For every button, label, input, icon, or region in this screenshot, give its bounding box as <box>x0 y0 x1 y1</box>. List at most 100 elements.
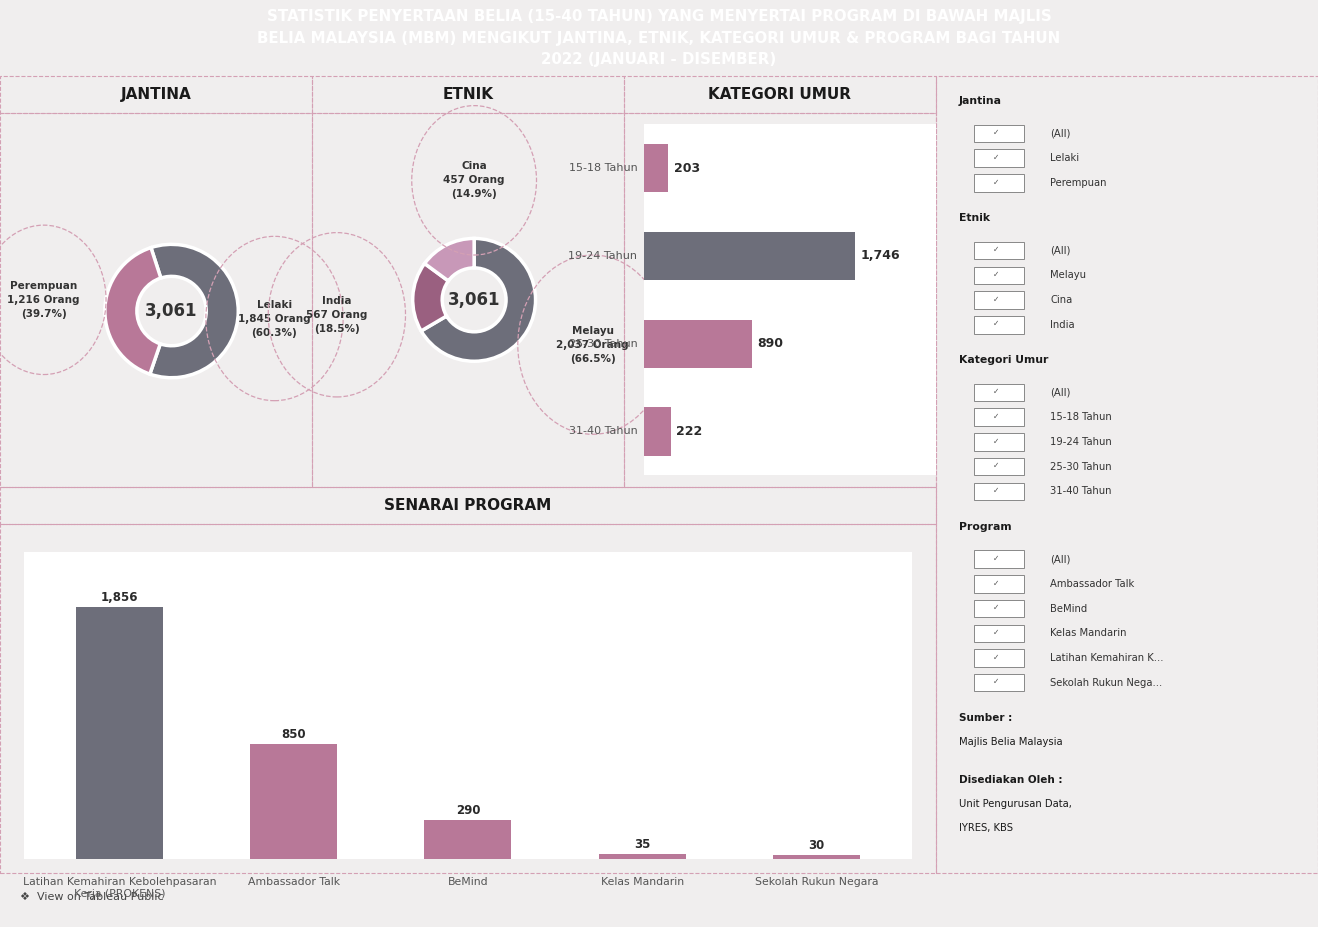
Text: ✓: ✓ <box>994 320 999 328</box>
Bar <box>974 551 1024 568</box>
Text: (All): (All) <box>1050 246 1070 256</box>
Wedge shape <box>422 238 535 362</box>
Text: ✓: ✓ <box>994 462 999 470</box>
Text: 30: 30 <box>808 839 824 852</box>
Text: India
567 Orang
(18.5%): India 567 Orang (18.5%) <box>306 296 368 334</box>
Bar <box>974 291 1024 309</box>
Bar <box>643 407 671 456</box>
Text: (All): (All) <box>1050 387 1070 398</box>
Text: BeMind: BeMind <box>448 877 488 887</box>
Bar <box>974 433 1024 451</box>
Text: 35: 35 <box>634 838 650 852</box>
Text: 290: 290 <box>456 804 480 817</box>
Text: Melayu: Melayu <box>1050 271 1086 280</box>
Text: ✓: ✓ <box>994 153 999 161</box>
Text: ✓: ✓ <box>994 437 999 446</box>
Text: Kategori Umur: Kategori Umur <box>958 355 1048 365</box>
Text: 1,746: 1,746 <box>861 249 900 262</box>
Text: ✓: ✓ <box>994 387 999 396</box>
Bar <box>974 600 1024 617</box>
Bar <box>974 575 1024 592</box>
Text: Melayu
2,037 Orang
(66.5%): Melayu 2,037 Orang (66.5%) <box>556 325 629 363</box>
Text: ✓: ✓ <box>994 628 999 637</box>
Text: ❖  View on Tableau Public: ❖ View on Tableau Public <box>20 893 163 902</box>
Text: 25-30 Tahun: 25-30 Tahun <box>568 338 638 349</box>
Text: Etnik: Etnik <box>958 213 990 223</box>
Bar <box>974 174 1024 192</box>
Bar <box>974 458 1024 476</box>
Text: 890: 890 <box>757 337 783 350</box>
Text: 19-24 Tahun: 19-24 Tahun <box>1050 437 1112 447</box>
Text: (All): (All) <box>1050 554 1070 565</box>
Text: ETNIK: ETNIK <box>443 87 493 102</box>
Text: Ambassador Talk: Ambassador Talk <box>248 877 340 887</box>
Text: 222: 222 <box>676 425 702 438</box>
Text: ✓: ✓ <box>994 177 999 186</box>
Bar <box>974 649 1024 667</box>
Text: BeMind: BeMind <box>1050 603 1087 614</box>
Bar <box>643 232 855 280</box>
Bar <box>974 267 1024 284</box>
Text: 15-18 Tahun: 15-18 Tahun <box>1050 413 1112 422</box>
Text: 15-18 Tahun: 15-18 Tahun <box>568 163 638 173</box>
Text: Perempuan
1,216 Orang
(39.7%): Perempuan 1,216 Orang (39.7%) <box>8 281 80 319</box>
Bar <box>772 856 859 859</box>
Bar <box>974 124 1024 142</box>
Text: Unit Pengurusan Data,: Unit Pengurusan Data, <box>958 799 1072 809</box>
Text: JANTINA: JANTINA <box>120 87 191 102</box>
Bar <box>643 320 751 368</box>
Bar <box>974 483 1024 501</box>
Text: Disediakan Oleh :: Disediakan Oleh : <box>958 775 1062 785</box>
Bar <box>974 316 1024 334</box>
Wedge shape <box>150 245 239 377</box>
Text: ✓: ✓ <box>994 653 999 662</box>
Text: 19-24 Tahun: 19-24 Tahun <box>568 251 638 261</box>
Text: IYRES, KBS: IYRES, KBS <box>958 823 1012 833</box>
Wedge shape <box>424 238 474 281</box>
Text: Latihan Kemahiran K...: Latihan Kemahiran K... <box>1050 653 1164 663</box>
Text: 31-40 Tahun: 31-40 Tahun <box>1050 487 1112 496</box>
Text: SENARAI PROGRAM: SENARAI PROGRAM <box>385 498 551 513</box>
Text: Cina
457 Orang
(14.9%): Cina 457 Orang (14.9%) <box>443 161 505 199</box>
Text: 25-30 Tahun: 25-30 Tahun <box>1050 462 1112 472</box>
Text: ✓: ✓ <box>994 128 999 137</box>
Bar <box>974 674 1024 692</box>
Bar <box>76 607 163 859</box>
Text: STATISTIK PENYERTAAN BELIA (15-40 TAHUN) YANG MENYERTAI PROGRAM DI BAWAH MAJLIS
: STATISTIK PENYERTAAN BELIA (15-40 TAHUN)… <box>257 9 1061 67</box>
Wedge shape <box>413 263 448 331</box>
Text: Majlis Belia Malaysia: Majlis Belia Malaysia <box>958 737 1062 747</box>
Text: ✓: ✓ <box>994 678 999 686</box>
Text: Sekolah Rukun Negara: Sekolah Rukun Negara <box>754 877 878 887</box>
Text: 31-40 Tahun: 31-40 Tahun <box>568 426 638 437</box>
Bar <box>974 149 1024 167</box>
Text: Lelaki: Lelaki <box>1050 153 1079 163</box>
Text: Cina: Cina <box>1050 295 1073 305</box>
Wedge shape <box>105 248 161 375</box>
Text: ✓: ✓ <box>994 486 999 495</box>
Text: ✓: ✓ <box>994 295 999 304</box>
Text: 3,061: 3,061 <box>448 291 501 309</box>
Text: 203: 203 <box>673 161 700 174</box>
Text: Jantina: Jantina <box>958 96 1002 106</box>
Text: 850: 850 <box>282 728 306 741</box>
Text: 1,856: 1,856 <box>100 591 138 604</box>
Text: KATEGORI UMUR: KATEGORI UMUR <box>708 87 851 102</box>
Text: Perempuan: Perempuan <box>1050 178 1107 188</box>
Text: ✓: ✓ <box>994 578 999 588</box>
Bar <box>250 743 337 859</box>
Text: Latihan Kemahiran Kebolehpasaran
Kerja (PROKENS): Latihan Kemahiran Kebolehpasaran Kerja (… <box>22 877 216 898</box>
Text: Ambassador Talk: Ambassador Talk <box>1050 578 1135 589</box>
Bar <box>598 855 685 859</box>
Text: ✓: ✓ <box>994 603 999 612</box>
Text: Program: Program <box>958 522 1011 532</box>
Text: ✓: ✓ <box>994 246 999 254</box>
Text: Sumber :: Sumber : <box>958 713 1012 723</box>
Text: ✓: ✓ <box>994 553 999 563</box>
Text: (All): (All) <box>1050 129 1070 138</box>
Text: India: India <box>1050 320 1075 330</box>
Text: Kelas Mandarin: Kelas Mandarin <box>601 877 684 887</box>
Text: ✓: ✓ <box>994 270 999 279</box>
Text: Lelaki
1,845 Orang
(60.3%): Lelaki 1,845 Orang (60.3%) <box>239 299 311 337</box>
Bar <box>424 819 511 859</box>
Text: Sekolah Rukun Nega...: Sekolah Rukun Nega... <box>1050 678 1162 688</box>
